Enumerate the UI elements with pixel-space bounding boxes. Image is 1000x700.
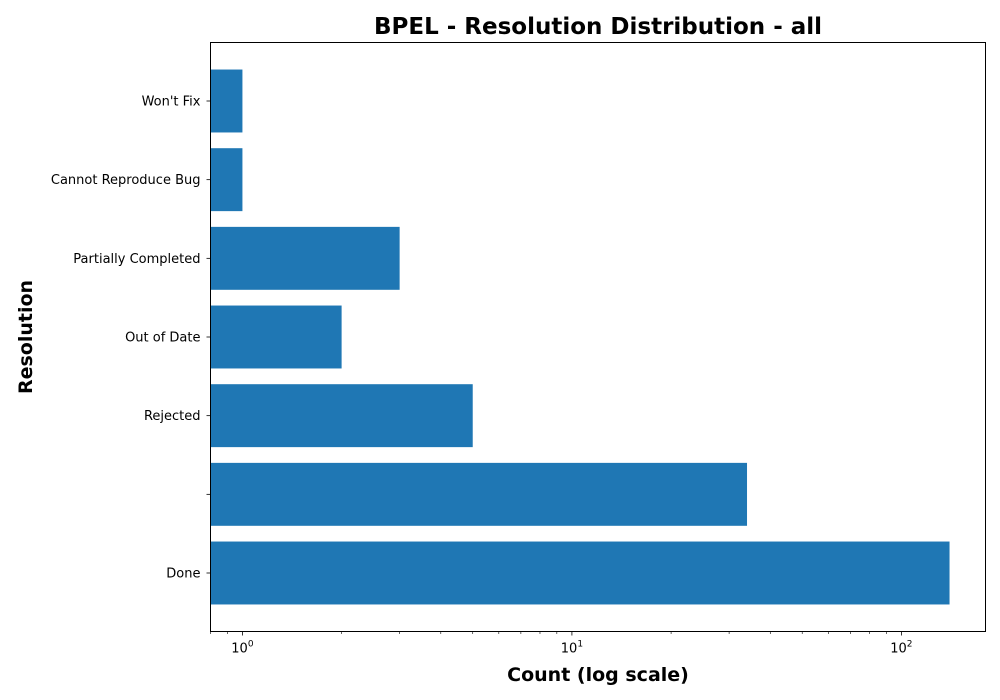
bar-0 (210, 541, 950, 605)
bars-group (210, 69, 950, 605)
y-tick-label-4: Partially Completed (73, 252, 200, 267)
x-tick-exp-2: 2 (907, 640, 913, 650)
x-tick-exp-0: 0 (248, 640, 254, 650)
y-tick-label-2: Rejected (144, 409, 201, 424)
bar-2 (210, 384, 473, 448)
bar-3 (210, 305, 342, 369)
plot-frame (210, 42, 986, 632)
x-tick-label-0: 100 (231, 640, 254, 657)
x-tick-base-0: 10 (231, 642, 248, 657)
y-axis-title: Resolution (15, 280, 37, 394)
y-axis-ticks: Done Rejected Out of Date Partially Complet… (51, 95, 211, 582)
bar-6 (210, 69, 243, 133)
x-tick-exp-1: 1 (577, 640, 583, 650)
x-axis-title: Count (log scale) (507, 664, 689, 686)
y-tick-label-6: Won't Fix (142, 95, 201, 110)
x-tick-label-2: 102 (890, 640, 912, 657)
chart-title: BPEL - Resolution Distribution - all (374, 14, 822, 40)
x-tick-label-1: 101 (561, 640, 583, 657)
x-axis-ticks: 100 101 102 (210, 631, 913, 657)
x-tick-base-1: 10 (561, 642, 578, 657)
y-tick-label-0: Done (166, 567, 200, 582)
y-tick-label-3: Out of Date (125, 331, 200, 346)
bar-5 (210, 148, 243, 212)
x-tick-base-2: 10 (890, 642, 907, 657)
bar-1 (210, 462, 748, 526)
y-tick-label-5: Cannot Reproduce Bug (51, 173, 201, 188)
bar-4 (210, 226, 400, 290)
